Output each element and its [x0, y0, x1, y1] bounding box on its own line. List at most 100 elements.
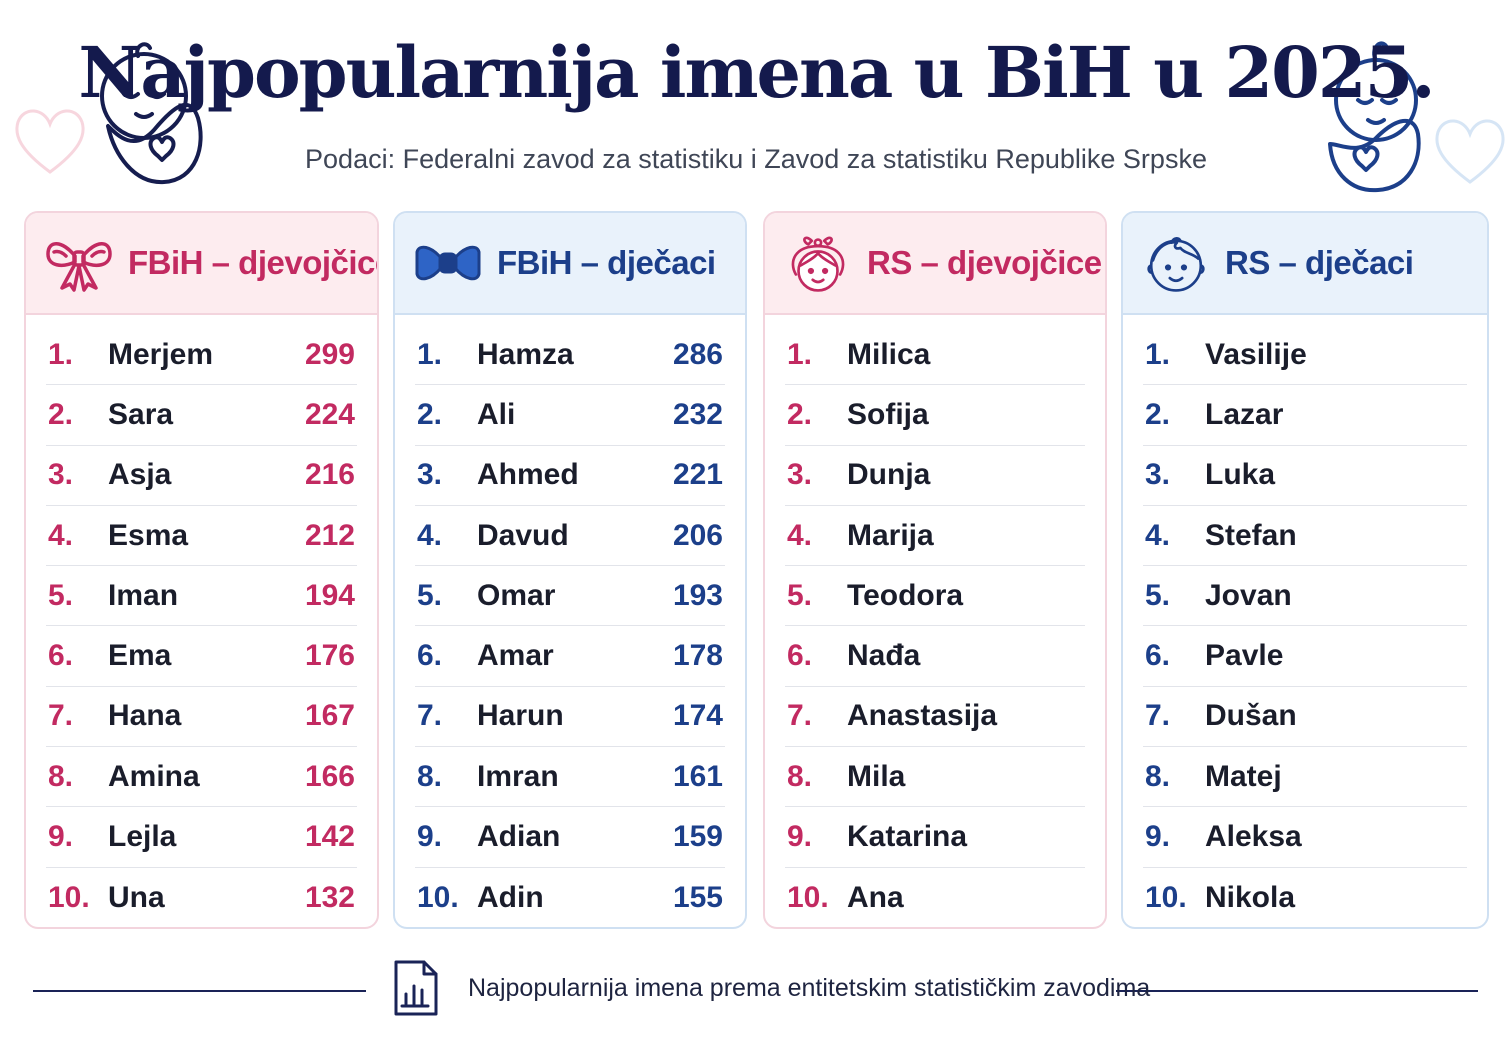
list-item: 1. Hamza 286: [415, 325, 725, 386]
count: 132: [304, 880, 355, 914]
baby-name: Jovan: [1205, 578, 1292, 612]
page-subtitle: Podaci: Federalni zavod za statistiku i …: [305, 144, 1207, 174]
rank: 7.: [1145, 699, 1171, 733]
baby-name: Adin: [477, 880, 544, 914]
footer-divider-right: [1116, 990, 1478, 992]
rank: 1.: [1145, 337, 1171, 371]
count: 142: [304, 820, 355, 854]
list-item: 5. Iman 194: [46, 566, 357, 627]
baby-name: Una: [108, 880, 165, 914]
list-item: 1. Milica: [785, 325, 1085, 386]
list-item: 2. Sara 224: [46, 385, 357, 446]
rank: 9.: [1145, 820, 1171, 854]
baby-name: Davud: [477, 518, 569, 552]
count: 232: [672, 397, 723, 431]
list-item: 8. Mila: [785, 747, 1085, 808]
baby-name: Aleksa: [1205, 820, 1302, 854]
baby-name: Katarina: [847, 820, 968, 854]
card-title: RS – djevojčice: [867, 244, 1102, 281]
rank: 10.: [1145, 880, 1187, 914]
right-heart-icon: [1435, 119, 1505, 184]
list-item: 8. Imran 161: [415, 747, 725, 808]
name-list: 1. Milica 2. Sofija 3. Dunja 4. Marija 5. Teo…: [765, 315, 1105, 927]
name-list: 1. Vasilije 2. Lazar 3. Luka 4. Stefan 5. Jov…: [1123, 315, 1487, 927]
list-item: 1. Vasilije: [1143, 325, 1467, 386]
page-title: Najpopularnija imena u BiH u 2025.: [78, 31, 1435, 114]
baby-name: Hana: [108, 699, 182, 733]
rank: 6.: [417, 639, 443, 673]
rank: 2.: [787, 397, 813, 431]
rank: 10.: [787, 880, 829, 914]
list-item: 7. Harun 174: [415, 687, 725, 748]
baby-name: Dunja: [847, 458, 931, 492]
rank: 6.: [1145, 639, 1171, 673]
rank: 8.: [417, 759, 443, 793]
baby-name: Lazar: [1205, 397, 1284, 431]
list-item: 4. Stefan: [1143, 506, 1467, 567]
rank: 8.: [48, 759, 74, 793]
list-item: 9. Katarina: [785, 807, 1085, 868]
count: 176: [304, 639, 355, 673]
baby-name: Dušan: [1205, 699, 1297, 733]
list-item: 7. Anastasija: [785, 687, 1085, 748]
count: 178: [672, 639, 723, 673]
rank: 5.: [48, 578, 74, 612]
card-title: RS – dječaci: [1225, 244, 1414, 281]
rank: 4.: [1145, 518, 1171, 552]
bow-tie-icon: [415, 245, 481, 281]
baby-name: Matej: [1205, 759, 1282, 793]
list-item: 6. Nađa: [785, 626, 1085, 687]
list-item: 2. Sofija: [785, 385, 1085, 446]
document-chart-icon: [394, 960, 438, 1016]
rank: 7.: [48, 699, 74, 733]
baby-name: Milica: [847, 337, 931, 371]
list-item: 3. Ahmed 221: [415, 446, 725, 506]
girl-face-icon: [791, 236, 845, 292]
rank: 5.: [417, 578, 443, 612]
list-item: 10. Adin 155: [415, 868, 725, 927]
baby-name: Hamza: [477, 337, 574, 371]
card-header: FBiH – djevojčice: [26, 213, 377, 315]
baby-name: Ana: [847, 880, 904, 914]
list-item: 3. Asja 216: [46, 446, 357, 506]
baby-name: Adian: [477, 820, 561, 854]
list-item: 7. Dušan: [1143, 687, 1467, 748]
list-item: 5. Jovan: [1143, 566, 1467, 627]
baby-name: Imran: [477, 759, 559, 793]
rank: 7.: [417, 699, 443, 733]
list-item: 6. Ema 176: [46, 626, 357, 687]
list-item: 6. Amar 178: [415, 626, 725, 687]
list-item: 3. Dunja: [785, 446, 1085, 506]
baby-name: Iman: [108, 578, 179, 612]
list-item: 8. Amina 166: [46, 747, 357, 808]
rank: 5.: [787, 578, 813, 612]
list-item: 2. Lazar: [1143, 385, 1467, 446]
baby-name: Teodora: [847, 578, 964, 612]
name-list: 1. Merjem 299 2. Sara 224 3. Asja 216 4. Esma 21…: [26, 315, 377, 927]
list-item: 7. Hana 167: [46, 687, 357, 748]
rank: 3.: [1145, 458, 1171, 492]
rank: 1.: [787, 337, 813, 371]
card-rs-girls: RS – djevojčice 1. Milica 2. Sofija 3. Dunj…: [763, 211, 1107, 929]
rank: 10.: [48, 880, 90, 914]
count: 212: [304, 518, 355, 552]
count: 206: [672, 518, 723, 552]
card-title: FBiH – djevojčice: [128, 244, 379, 281]
baby-name: Amina: [108, 759, 200, 793]
count: 224: [304, 397, 355, 431]
rank: 8.: [1145, 759, 1171, 793]
list-item: 6. Pavle: [1143, 626, 1467, 687]
rank: 9.: [417, 820, 443, 854]
baby-name: Ahmed: [477, 458, 579, 492]
rank: 4.: [787, 518, 813, 552]
list-item: 3. Luka: [1143, 446, 1467, 506]
baby-name: Esma: [108, 518, 189, 552]
baby-name: Luka: [1205, 458, 1276, 492]
count: 155: [672, 880, 723, 914]
count: 161: [672, 759, 723, 793]
baby-name: Sara: [108, 397, 174, 431]
baby-name: Harun: [477, 699, 564, 733]
card-title: FBiH – dječaci: [497, 244, 716, 281]
rank: 1.: [417, 337, 443, 371]
list-item: 10. Nikola: [1143, 868, 1467, 927]
